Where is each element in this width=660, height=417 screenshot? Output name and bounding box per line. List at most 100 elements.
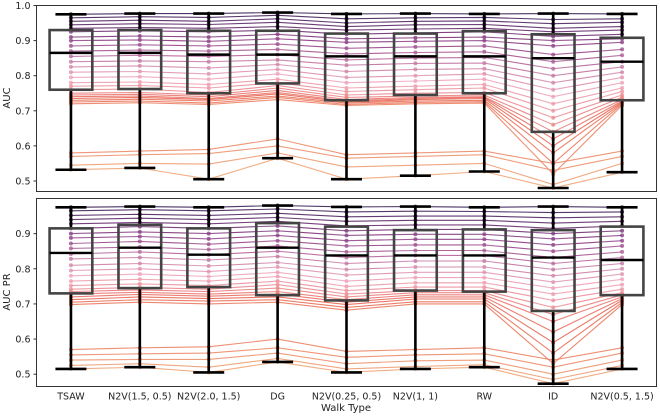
auc-series-point [551, 80, 556, 85]
aucpr-series-point [137, 261, 142, 266]
panel-auc-frame [36, 5, 657, 192]
auc-series-point [206, 49, 211, 54]
aucpr-series-point [620, 277, 625, 282]
auc-series-point [551, 122, 556, 127]
aucpr-series-point [482, 242, 487, 247]
auc-series-point [620, 53, 625, 58]
auc-series-point [68, 43, 73, 48]
aucpr-series-point [413, 237, 418, 242]
auc-series-point [275, 32, 280, 37]
auc-series-point [413, 50, 418, 55]
auc-series-point [551, 108, 556, 113]
aucpr-series-point [68, 268, 73, 273]
aucpr-series-point [206, 247, 211, 252]
xtick-label: TSAW [56, 392, 85, 403]
box-iqr [530, 32, 576, 134]
aucpr-series-point [482, 270, 487, 275]
auc-series-point [551, 115, 556, 120]
aucpr-series-point [68, 263, 73, 268]
aucpr-series-point [344, 249, 349, 254]
aucpr-series-point [206, 231, 211, 236]
xtick-label: N2V(1, 1) [393, 392, 438, 403]
aucpr-series-point [206, 269, 211, 274]
auc-series-point [620, 47, 625, 52]
auc-series-point [344, 80, 349, 85]
aucpr-series-point [482, 275, 487, 280]
auc-series-point [482, 49, 487, 54]
auc-series-point [137, 80, 142, 84]
aucpr-series-point [206, 236, 211, 241]
aucpr-series-point [68, 279, 73, 284]
auc-series-point [620, 89, 625, 94]
aucpr-box-5 [392, 205, 439, 371]
auc-box-2 [186, 12, 232, 181]
auc-series-point [275, 62, 280, 67]
aucpr-series-point [275, 274, 280, 279]
aucpr-series-point [68, 283, 73, 288]
aucpr-series-point [137, 249, 142, 254]
auc-ytick-label: 0.7 [15, 106, 30, 117]
auc-ytick-label: 0.9 [15, 36, 30, 47]
auc-series-point [551, 101, 556, 106]
aucpr-series-point [413, 280, 418, 285]
auc-series-point [482, 66, 487, 71]
aucpr-series-point [551, 267, 556, 272]
aucpr-series-point [137, 266, 142, 271]
auc-series-point [344, 46, 349, 51]
auc-series-point [275, 57, 280, 62]
auc-series-point [137, 83, 142, 88]
aucpr-series-point [275, 265, 280, 269]
aucpr-series-point [275, 279, 280, 284]
xtick-label: N2V(0.25, 0.5) [312, 392, 381, 403]
auc-series-point [137, 63, 142, 68]
aucpr-series-point [551, 292, 556, 297]
auc-series-point [206, 86, 211, 90]
aucpr-series-point [551, 298, 556, 303]
auc-series-point [551, 66, 556, 71]
aucpr-series-point [413, 248, 418, 253]
aucpr-series-point [413, 270, 418, 275]
aucpr-series-point [275, 223, 280, 228]
auc-series-point [482, 43, 487, 48]
aucpr-series-point [620, 287, 625, 292]
aucpr-series-point [68, 273, 73, 278]
ylabel-auc-pr: AUC PR [2, 273, 13, 310]
auc-series-point [68, 59, 73, 64]
aucpr-ytick-label: 0.5 [15, 370, 30, 381]
box-iqr [461, 29, 507, 95]
aucpr-series-point [206, 264, 211, 268]
aucpr-series-point [551, 242, 556, 247]
box-iqr [117, 223, 163, 290]
auc-box-0 [48, 12, 94, 172]
aucpr-series-point [206, 242, 211, 247]
aucpr-box-1 [117, 205, 163, 369]
aucpr-series-point [551, 249, 556, 254]
aucpr-series-point [413, 259, 418, 263]
auc-series-point [206, 35, 211, 40]
aucpr-series-point [137, 234, 142, 239]
auc-series-point [551, 94, 556, 99]
aucpr-series-point [344, 273, 349, 278]
aucpr-series-point [137, 281, 142, 286]
auc-series-point [482, 61, 487, 66]
box-iqr [599, 36, 645, 102]
auc-series-point [413, 87, 418, 92]
auc-series-point [551, 59, 556, 64]
auc-series-point [413, 73, 418, 78]
auc-series-point [413, 84, 418, 89]
auc-series-point [275, 77, 280, 82]
box-iqr [48, 28, 94, 92]
aucpr-series-point [620, 233, 625, 238]
aucpr-series-point [482, 280, 487, 285]
auc-series-point [620, 75, 625, 80]
auc-series-point [620, 64, 625, 69]
auc-series-point [275, 36, 280, 41]
aucpr-series-point [137, 239, 142, 244]
aucpr-series-point [137, 277, 142, 282]
box-iqr [392, 228, 439, 292]
auc-ytick-label: 0.6 [15, 141, 30, 152]
auc-series-point [620, 86, 625, 90]
aucpr-ytick-label: 0.6 [15, 335, 30, 346]
aucpr-series-point [551, 286, 556, 291]
xtick-label: N2V(2.0, 1.5) [177, 392, 240, 403]
